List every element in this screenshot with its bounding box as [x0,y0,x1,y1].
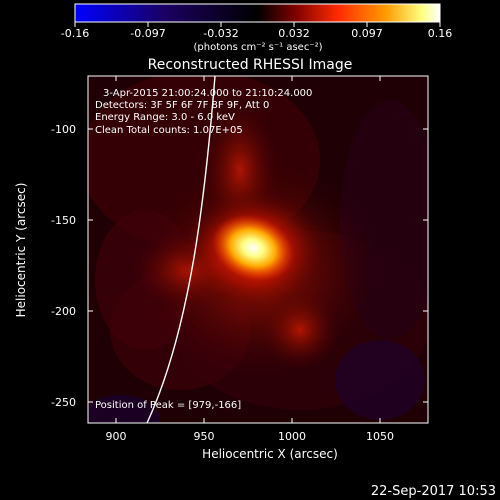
colorbar: -0.16 -0.097 -0.032 0.032 0.097 0.16 (ph… [61,3,453,53]
colorbar-tick-label: 0.032 [278,27,310,40]
y-tick-label: -100 [51,123,76,136]
colorbar-tick-label: -0.097 [130,27,165,40]
info-line: Clean Total counts: 1.07E+05 [95,125,243,136]
colorbar-gradient [74,3,441,23]
colorbar-tick-label: 0.097 [351,27,383,40]
info-line: 3-Apr-2015 21:00:24.000 to 21:10:24.000 [103,88,312,99]
peak-position-text: Position of Peak = [979,-166] [95,400,241,411]
y-tick-label: -200 [51,305,76,318]
y-tick-label: -250 [51,396,76,409]
plot-frame [87,75,429,424]
x-axis-label: Heliocentric X (arcsec) [202,447,338,461]
info-line: Energy Range: 3.0 - 6.0 keV [95,112,235,123]
y-axis-label: Heliocentric Y (arcsec) [14,183,28,318]
timestamp: 22-Sep-2017 10:53 [371,484,496,499]
x-tick-label: 1050 [366,430,394,443]
colorbar-tick-label: -0.032 [203,27,238,40]
x-tick-label: 1000 [278,430,306,443]
info-line: Detectors: 3F 5F 6F 7F 8F 9F, Att 0 [95,100,269,111]
y-tick-label: -150 [51,214,76,227]
plot-title: Reconstructed RHESSI Image [148,57,353,73]
x-tick-label: 900 [106,430,127,443]
colorbar-unit-label: (photons cm⁻² s⁻¹ asec⁻²) [193,42,322,53]
x-tick-label: 950 [194,430,215,443]
solar-limb-line [146,76,216,423]
colorbar-tick-label: 0.16 [428,27,453,40]
colorbar-tick-label: -0.16 [61,27,89,40]
image-area [88,76,428,423]
